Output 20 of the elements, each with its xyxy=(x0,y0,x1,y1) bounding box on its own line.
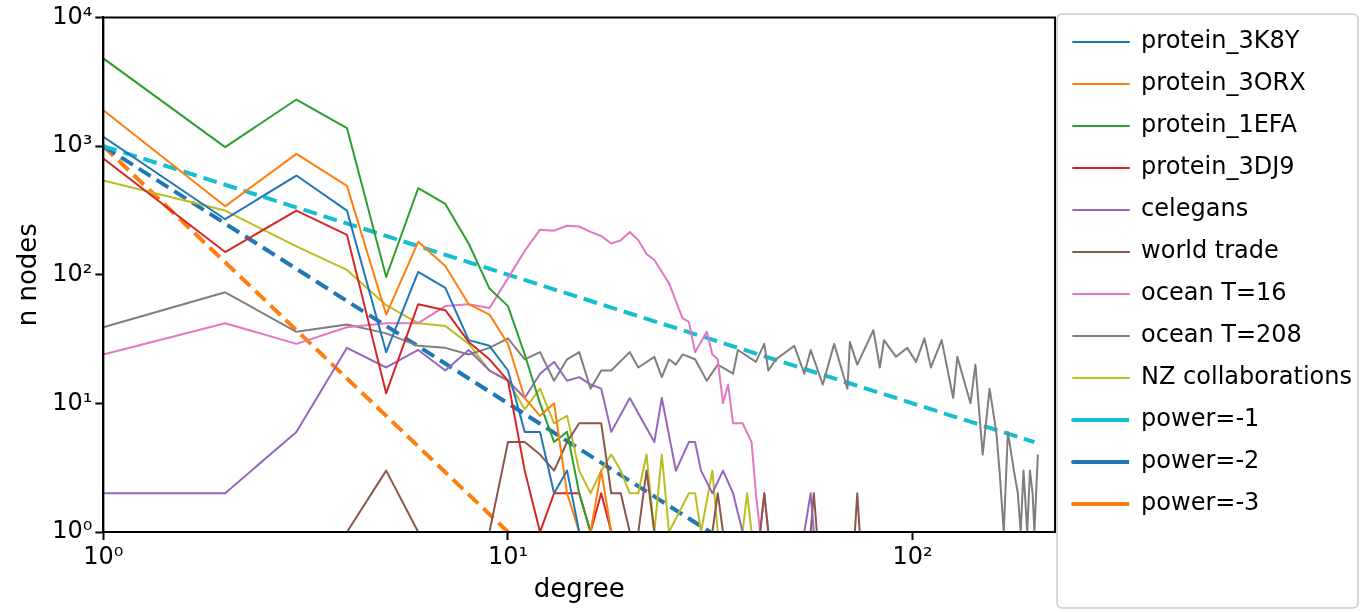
legend-label: protein_3K8Y xyxy=(1141,26,1300,55)
y-axis-title: n nodes xyxy=(12,223,43,327)
legend-label: protein_1EFA xyxy=(1141,110,1298,139)
legend-label: power=-2 xyxy=(1141,446,1260,475)
legend-label: ocean T=16 xyxy=(1141,278,1287,307)
legend-label: celegans xyxy=(1141,194,1249,223)
y-tick-label: 10³ xyxy=(52,130,93,159)
legend-label: protein_3DJ9 xyxy=(1141,152,1295,181)
legend-label: world trade xyxy=(1141,236,1279,265)
legend-label: power=-1 xyxy=(1141,404,1260,433)
x-axis-title: degree xyxy=(533,573,625,604)
x-tick-label: 10² xyxy=(892,541,933,570)
y-tick-label: 10¹ xyxy=(52,387,93,416)
y-tick-label: 10² xyxy=(52,258,93,287)
legend-label: NZ collaborations xyxy=(1141,362,1353,391)
x-tick-label: 10¹ xyxy=(487,541,529,570)
legend-label: ocean T=208 xyxy=(1141,320,1302,349)
legend-label: power=-3 xyxy=(1141,488,1260,517)
y-tick-label: 10⁴ xyxy=(52,1,93,30)
legend-label: protein_3ORX xyxy=(1141,68,1306,97)
